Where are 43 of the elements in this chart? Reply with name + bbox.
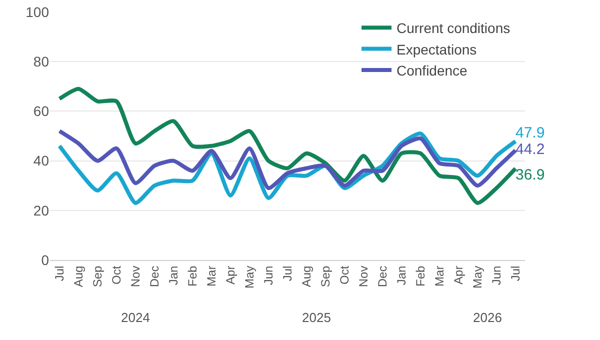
x-tick-label: Dec [147, 266, 162, 288]
x-tick-label: Sep [318, 265, 332, 288]
x-tick-label: Feb [413, 265, 428, 286]
x-tick-label: May [470, 266, 484, 288]
x-tick-label: Nov [128, 266, 142, 288]
x-tick-label: Feb [185, 265, 200, 286]
x-tick-label: May [242, 266, 256, 288]
x-tick-label: Mar [204, 266, 218, 286]
x-tick-label: Apr [223, 266, 238, 284]
text: 2024 [121, 310, 150, 325]
line-series [58, 86, 518, 205]
text: 2025 [302, 310, 331, 325]
legend-label: Confidence [396, 62, 468, 78]
line-series [58, 132, 518, 205]
line-series [58, 129, 518, 190]
x-tick-label: Mar [432, 266, 446, 286]
text: 2026 [473, 310, 502, 325]
y-tick-label: 60 [33, 103, 50, 120]
y-tick-label: 0 [41, 252, 50, 268]
x-tick-label: Oct [109, 265, 124, 284]
x-tick-label: Jun [261, 266, 276, 286]
x-tick-label: Nov [356, 266, 370, 288]
legend-label: Current conditions [396, 20, 510, 36]
y-tick-label: 20 [33, 202, 50, 218]
x-tick-label: Jan [166, 266, 180, 286]
x-tick-label: Aug [71, 266, 86, 288]
x-tick-label: Dec [375, 266, 390, 288]
x-tick-label: Jul [52, 266, 66, 282]
legend-label: Expectations [396, 41, 477, 58]
y-tick-label: 100 [26, 4, 50, 20]
data-label: 44.2 [516, 141, 545, 158]
y-tick-label: 40 [33, 152, 50, 169]
x-tick-label: Jul [508, 266, 522, 282]
data-label: 36.9 [516, 166, 545, 184]
x-tick-label: Sep [90, 265, 104, 288]
x-tick-label: Jul [280, 266, 294, 282]
x-tick-label: Apr [451, 266, 466, 284]
data-label: 47.9 [516, 124, 545, 142]
x-tick-label: Aug [299, 266, 314, 288]
y-tick-label: 80 [33, 54, 50, 70]
x-tick-label: Jun [489, 266, 504, 286]
x-tick-label: Jan [394, 266, 408, 286]
x-tick-label: Oct [337, 265, 352, 284]
